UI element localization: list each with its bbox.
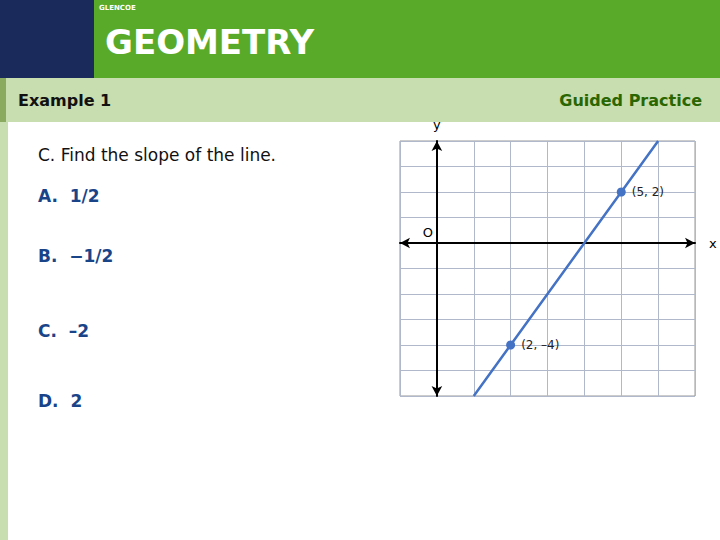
svg-text:B. −1/2: B. −1/2 [38,246,113,266]
svg-text:GEOMETRY: GEOMETRY [105,22,315,62]
svg-text:y: y [433,117,441,132]
svg-text:C. Find the slope of the line.: C. Find the slope of the line. [38,145,276,165]
svg-text:(5, 2): (5, 2) [632,185,664,199]
svg-text:GLENCOE: GLENCOE [99,4,136,12]
svg-text:D. 2: D. 2 [38,391,82,411]
svg-text:C. –2: C. –2 [38,321,89,341]
svg-text:Example 1: Example 1 [18,91,111,110]
svg-text:(2, –4): (2, –4) [521,338,559,352]
svg-text:Guided Practice: Guided Practice [559,91,702,110]
svg-text:A. 1/2: A. 1/2 [38,186,100,206]
svg-text:O: O [423,225,433,240]
svg-text:x: x [709,236,717,251]
